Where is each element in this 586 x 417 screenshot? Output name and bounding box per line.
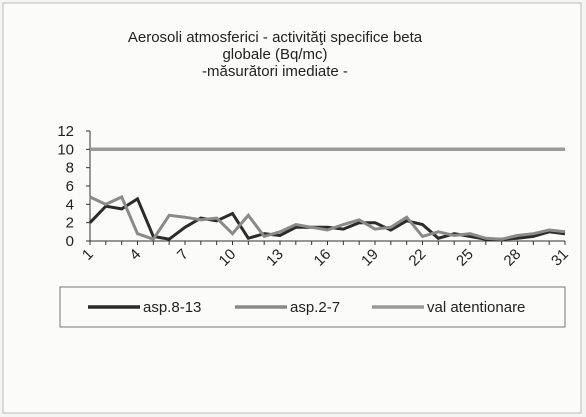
legend-label: asp.2-7	[290, 299, 340, 316]
chart-title: -măsurători imediate -	[202, 63, 348, 80]
series-line	[89, 194, 566, 241]
legend-label: asp.8-13	[143, 299, 201, 316]
y-tick-label: 0	[66, 233, 74, 250]
y-tick-label: 6	[66, 178, 74, 195]
legend-box	[59, 286, 566, 328]
y-tick-label: 12	[57, 123, 74, 140]
chart-frame	[2, 2, 582, 414]
chart-title: globale (Bq/mc)	[222, 46, 327, 63]
chart-title: Aerosoli atmosferici - activităţi specif…	[128, 29, 423, 46]
y-tick-label: 2	[66, 215, 74, 232]
y-tick-label: 8	[66, 160, 74, 177]
legend-label: val atentionare	[427, 299, 525, 316]
y-tick-label: 10	[57, 141, 74, 158]
y-tick-label: 4	[66, 196, 74, 213]
